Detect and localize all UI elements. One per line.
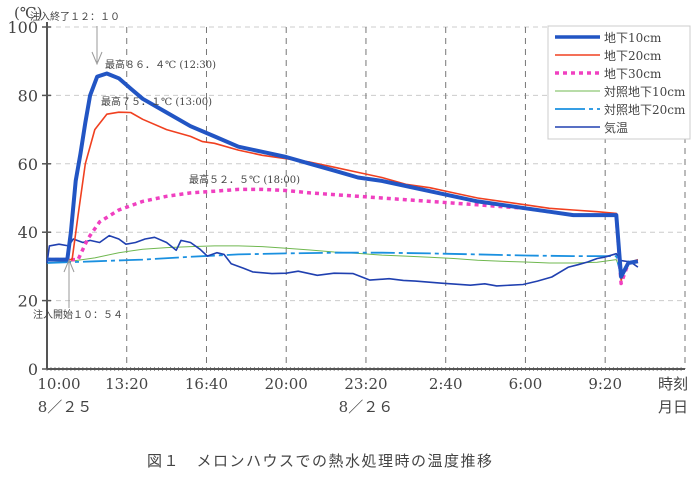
y-tick-label: 100 <box>7 18 38 37</box>
x-tick-label: 6:00 <box>509 375 543 393</box>
arrow-head <box>91 51 103 66</box>
y-tick-label: 20 <box>18 292 38 311</box>
legend-box <box>547 25 691 140</box>
x-tick-label: 16:40 <box>185 375 228 393</box>
y-tick-label: 60 <box>18 155 38 174</box>
annotation-injection-start: 注入開始１０：５４ <box>33 308 123 321</box>
chart-title: 図１ メロンハウスでの熱水処理時の温度推移 <box>147 452 494 470</box>
x-tick-label: 2:40 <box>429 375 463 393</box>
y-tick-label: 40 <box>18 223 38 242</box>
legend-label-2: 地下30cm <box>604 67 662 81</box>
annotations: 注入終了１２：１０ 最高８６．４℃ (12:30) 最高７５．１℃ (13:00) 最… <box>30 10 300 321</box>
legend-label-5: 気温 <box>604 120 628 135</box>
series-lines <box>46 71 639 287</box>
x-date-label: 8／２６ <box>339 398 394 416</box>
x-tick-label: 20:00 <box>265 375 308 393</box>
y-tick-label: 0 <box>28 360 38 379</box>
y-unit-label: (℃) <box>14 4 42 22</box>
legend-label-1: 地下20cm <box>604 49 662 63</box>
x-time-label: 時刻 <box>658 375 688 393</box>
x-tick-label: 9:20 <box>588 375 622 393</box>
legend: 地下10cm 地下20cm 地下30cm 対照地下10cm 対照地下20cm 気温 <box>547 25 691 140</box>
x-tick-label: 13:20 <box>105 375 148 393</box>
x-date-label: 月日 <box>658 398 688 416</box>
legend-label-0: 地下10cm <box>604 31 662 45</box>
x-tick-label: 10:00 <box>37 375 80 393</box>
x-tick-label: 23:20 <box>344 375 387 393</box>
annotation-peak-10cm: 最高８６．４℃ (12:30) <box>105 58 216 71</box>
series-line-2 <box>47 187 639 286</box>
series-line-0 <box>47 71 639 279</box>
annotation-peak-30cm: 最高５２．５℃ (18:00) <box>189 173 300 186</box>
series-line-5 <box>46 234 639 287</box>
annotation-injection-end: 注入終了１２：１０ <box>30 10 120 23</box>
arrow-head <box>63 258 75 273</box>
annotation-peak-20cm: 最高７５．１℃ (13:00) <box>101 95 212 108</box>
legend-label-3: 対照地下10cm <box>604 85 686 99</box>
legend-label-4: 対照地下20cm <box>604 103 686 117</box>
y-tick-label: 80 <box>18 86 38 105</box>
axes: 0 20 40 60 80 100 10:00 13:20 16:40 20:00 23:20 2:4… <box>7 18 685 416</box>
x-date-label: 8／２５ <box>38 398 93 416</box>
